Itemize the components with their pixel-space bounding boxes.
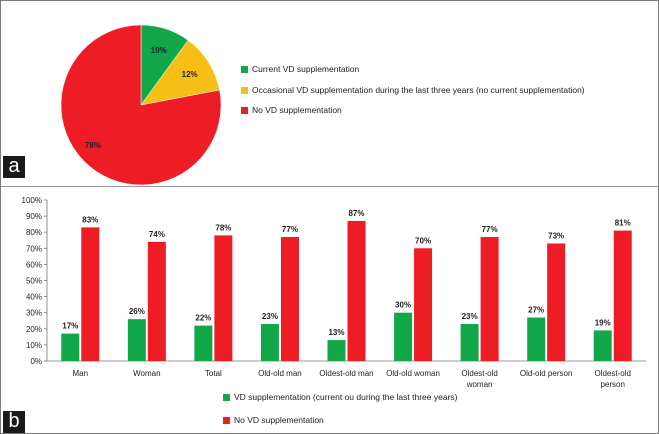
x-tick-label: Oldest-old: [594, 369, 630, 378]
legend-label: No VD supplementation: [234, 415, 324, 425]
bar-value-label: 70%: [415, 236, 431, 245]
x-tick-label: Woman: [133, 369, 160, 378]
bar-supplementation: [593, 330, 612, 361]
x-tick-label: Old-old woman: [386, 369, 440, 378]
bar-supplementation: [194, 325, 213, 361]
y-tick-label: 100%: [22, 196, 42, 205]
x-tick-label: Old-old man: [258, 369, 302, 378]
y-tick-label: 50%: [26, 277, 42, 286]
pie-slice: [140, 39, 220, 106]
bar-no-supplementation: [147, 241, 166, 361]
y-tick-label: 90%: [26, 212, 42, 221]
bar-value-label: 74%: [149, 230, 165, 239]
pie-slice-label: 10%: [151, 46, 167, 55]
panel-a: 10% 12% 78% Current VD supplementation Occ…: [1, 1, 658, 187]
bar-value-label: 17%: [62, 322, 78, 331]
bar-no-supplementation: [214, 235, 233, 361]
y-tick-label: 40%: [26, 293, 42, 302]
legend-swatch-yellow: [241, 87, 248, 95]
x-tick-label: Oldest-old man: [319, 369, 373, 378]
bar-value-label: 81%: [615, 219, 631, 228]
bar-value-label: 83%: [82, 215, 98, 224]
y-tick-label: 80%: [26, 228, 42, 237]
legend-swatch-red: [241, 107, 248, 115]
bar-no-supplementation: [280, 237, 299, 361]
pie-slice-label: 78%: [85, 141, 101, 150]
bar-value-label: 19%: [595, 318, 611, 327]
bar-value-label: 73%: [548, 231, 564, 240]
bar-supplementation: [527, 317, 546, 361]
y-tick-label: 0%: [30, 357, 42, 366]
y-tick-label: 60%: [26, 260, 42, 269]
pie-legend-current: Current VD supplementation: [241, 64, 359, 74]
bar-legend-supplementation: VD supplementation (current ou during th…: [223, 392, 457, 402]
bar-supplementation: [327, 340, 346, 361]
bar-no-supplementation: [480, 237, 499, 361]
panel-label-b: b: [3, 411, 25, 433]
pie-chart: 10% 12% 78%: [60, 24, 222, 186]
x-tick-label: Total: [205, 369, 222, 378]
bar-no-supplementation: [613, 230, 632, 361]
bar-supplementation: [460, 323, 479, 361]
bar-value-label: 13%: [328, 328, 344, 337]
panel-b: 0% 10% 20% 30% 40% 50% 60% 70% 80% 90% 100% 17% 83% M…: [1, 187, 658, 433]
bar-chart: 0% 10% 20% 30% 40% 50% 60% 70% 80% 90% 100% 17% 83% M…: [22, 196, 646, 389]
bar-value-label: 23%: [262, 312, 278, 321]
x-tick-label: Old-old person: [520, 369, 572, 378]
bar-value-label: 78%: [215, 223, 231, 232]
legend-swatch-green: [223, 394, 230, 402]
panel-label-a: a: [3, 156, 25, 178]
y-tick-label: 70%: [26, 244, 42, 253]
bar-value-label: 23%: [462, 312, 478, 321]
bar-value-label: 30%: [395, 301, 411, 310]
legend-swatch-red: [223, 417, 230, 425]
bar-value-label: 26%: [129, 307, 145, 316]
y-tick-label: 20%: [26, 325, 42, 334]
legend-swatch-green: [241, 66, 248, 74]
pie-legend-occasional: Occasional VD supplementation during the…: [241, 85, 585, 95]
legend-label: Current VD supplementation: [252, 64, 360, 74]
legend-label: VD supplementation (current ou during th…: [234, 392, 458, 402]
pie-slice-label: 12%: [182, 70, 198, 79]
pie-legend-none: No VD supplementation: [241, 105, 342, 115]
bar-legend-no-supplementation: No VD supplementation: [223, 415, 324, 425]
bar-supplementation: [61, 333, 80, 361]
y-tick-label: 30%: [26, 309, 42, 318]
x-tick-label: Man: [72, 369, 88, 378]
y-tick-label: 10%: [26, 341, 42, 350]
bar-supplementation: [394, 312, 413, 361]
bar-value-label: 27%: [528, 306, 544, 315]
x-tick-label: Oldest-old: [461, 369, 497, 378]
bar-value-label: 77%: [282, 225, 298, 234]
bar-value-label: 22%: [195, 314, 211, 323]
bar-value-label: 77%: [482, 225, 498, 234]
pie-slice: [60, 24, 222, 186]
bar-no-supplementation: [347, 220, 366, 361]
bar-no-supplementation: [414, 248, 433, 361]
bar-supplementation: [127, 319, 146, 361]
bar-supplementation: [260, 323, 279, 361]
x-tick-label: person: [600, 380, 624, 389]
legend-label: Occasional VD supplementation during the…: [252, 85, 585, 95]
legend-label: No VD supplementation: [252, 105, 342, 115]
x-tick-label: woman: [466, 380, 493, 389]
bar-no-supplementation: [547, 243, 566, 361]
bar-no-supplementation: [81, 227, 100, 361]
bar-value-label: 87%: [348, 209, 364, 218]
